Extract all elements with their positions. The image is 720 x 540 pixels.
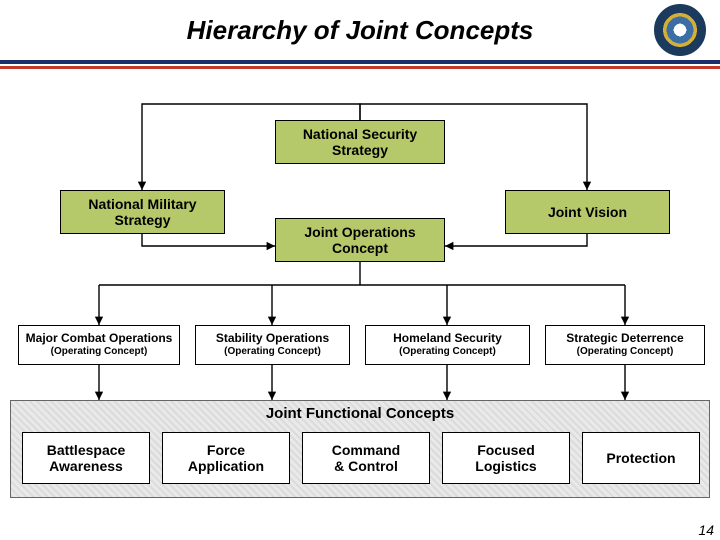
functional-panel-title: Joint Functional Concepts [11, 405, 709, 422]
node-major-combat-operations: Major Combat Operations(Operating Concep… [18, 325, 180, 365]
dod-seal-icon [654, 4, 706, 56]
node-battlespace-awareness: Battlespace Awareness [22, 432, 150, 484]
node-focused-logistics: Focused Logistics [442, 432, 570, 484]
node-joint-vision: Joint Vision [505, 190, 670, 234]
node-stability-operations: Stability Operations(Operating Concept) [195, 325, 350, 365]
divider-bottom [0, 66, 720, 69]
node-command-control: Command & Control [302, 432, 430, 484]
header: Hierarchy of Joint Concepts [0, 0, 720, 60]
node-homeland-security: Homeland Security(Operating Concept) [365, 325, 530, 365]
page-number: 14 [698, 522, 714, 538]
node-national-security-strategy: National Security Strategy [275, 120, 445, 164]
diagram-canvas: National Security Strategy National Mili… [0, 70, 720, 540]
node-joint-operations-concept: Joint Operations Concept [275, 218, 445, 262]
node-protection: Protection [582, 432, 700, 484]
node-strategic-deterrence: Strategic Deterrence(Operating Concept) [545, 325, 705, 365]
node-force-application: Force Application [162, 432, 290, 484]
page-title: Hierarchy of Joint Concepts [187, 15, 534, 46]
node-national-military-strategy: National Military Strategy [60, 190, 225, 234]
divider-top [0, 60, 720, 64]
